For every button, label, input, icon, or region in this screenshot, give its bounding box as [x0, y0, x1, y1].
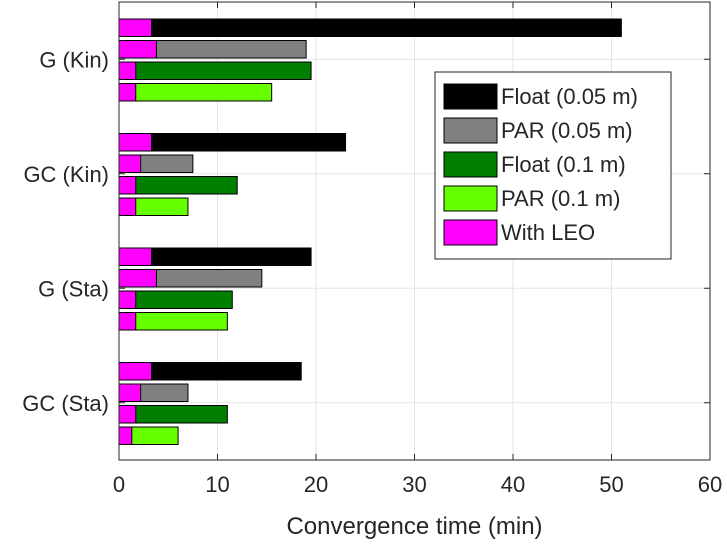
x-tick-label: 40 [501, 472, 525, 497]
category-label: GC (Sta) [22, 391, 109, 416]
x-tick-label: 50 [599, 472, 623, 497]
bar-with-leo [118, 154, 142, 173]
bar [118, 61, 312, 80]
legend-label: PAR (0.1 m) [501, 186, 620, 211]
legend-swatch [443, 117, 498, 144]
bar-with-leo [118, 197, 137, 216]
category-label: GC (Kin) [23, 162, 109, 187]
legend-label: Float (0.05 m) [501, 84, 638, 109]
x-axis-label: Convergence time (min) [286, 513, 542, 540]
bar-with-leo [118, 61, 137, 80]
x-tick-label: 60 [698, 472, 722, 497]
legend-swatch [443, 83, 498, 110]
axis-ticks: 0 10 20 30 40 50 60 [113, 2, 722, 497]
legend-swatch [443, 219, 498, 246]
bar-with-leo [118, 176, 137, 195]
legend-label: Float (0.1 m) [501, 152, 626, 177]
category-label: G (Kin) [39, 47, 109, 72]
category-labels: G (Kin) GC (Kin) G (Sta) GC (Sta) [22, 47, 109, 416]
bar [118, 176, 238, 195]
category-label: G (Sta) [38, 276, 109, 301]
bar-with-leo [118, 362, 153, 381]
bar-with-leo [118, 247, 153, 266]
bars [118, 18, 622, 445]
bar [118, 133, 347, 152]
bar-with-leo [118, 426, 133, 445]
bar-with-leo [118, 383, 142, 402]
legend-label: PAR (0.05 m) [501, 118, 633, 143]
x-tick-label: 30 [402, 472, 426, 497]
x-tick-label: 10 [205, 472, 229, 497]
legend-label: With LEO [501, 220, 595, 245]
bar-with-leo [118, 312, 137, 331]
bar-with-leo [118, 133, 153, 152]
x-tick-label: 0 [113, 472, 125, 497]
x-tick-label: 20 [304, 472, 328, 497]
legend-swatch [443, 185, 498, 212]
bar-with-leo [118, 18, 153, 37]
bar [118, 18, 622, 37]
bar-with-leo [118, 405, 137, 424]
legend-swatch [443, 151, 498, 178]
legend: Float (0.05 m) PAR (0.05 m) Float (0.1 m) P… [434, 71, 672, 260]
bar-with-leo [118, 83, 137, 102]
bar [118, 83, 273, 102]
bar-with-leo [118, 290, 137, 309]
bar-with-leo [118, 40, 157, 59]
bar-with-leo [118, 269, 157, 288]
